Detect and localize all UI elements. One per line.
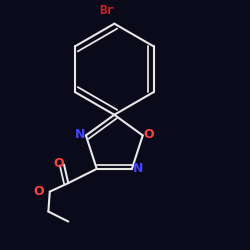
Text: N: N xyxy=(132,162,143,175)
Text: N: N xyxy=(75,128,86,140)
Text: Br: Br xyxy=(100,4,115,16)
Text: O: O xyxy=(53,157,64,170)
Text: O: O xyxy=(34,185,44,198)
Text: O: O xyxy=(143,128,154,140)
